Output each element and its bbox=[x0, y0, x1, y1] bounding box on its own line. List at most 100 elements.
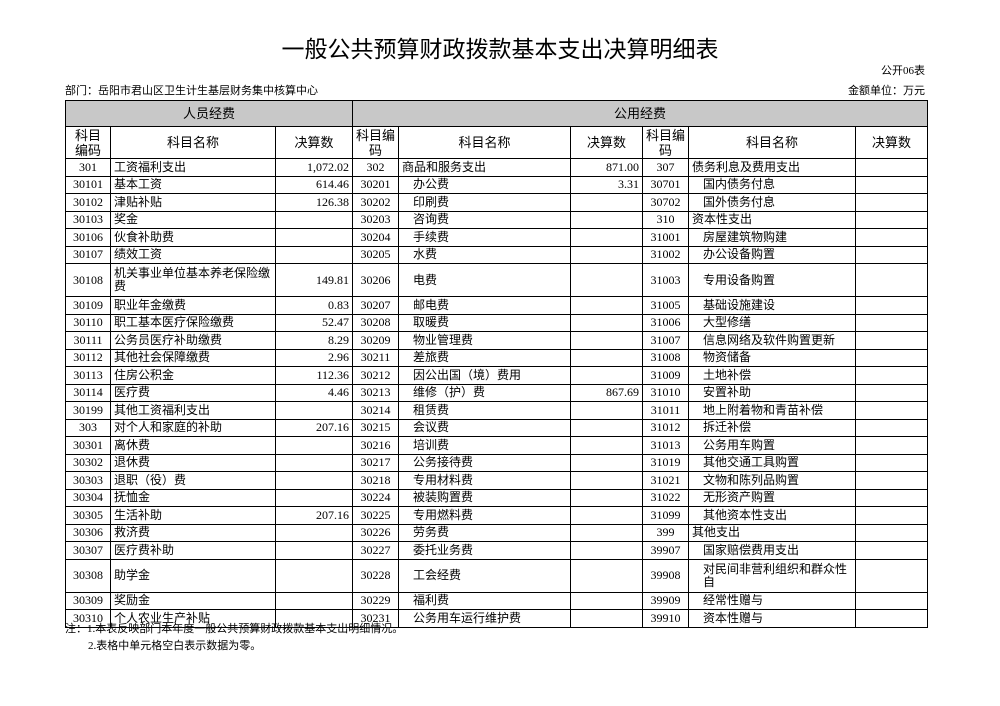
amount bbox=[855, 609, 928, 628]
code: 30208 bbox=[352, 313, 399, 332]
group-header: 公用经费 bbox=[352, 100, 928, 127]
row: 30310 个人农业生产补贴 30231 公务用车运行维护费 39910 资本性赠与 bbox=[65, 609, 928, 628]
name: 会议费 bbox=[398, 418, 571, 437]
code: 30103 bbox=[65, 210, 111, 229]
name: 其他社会保障缴费 bbox=[110, 348, 276, 367]
name: 绩效工资 bbox=[110, 245, 276, 264]
code: 31008 bbox=[642, 348, 689, 367]
code: 399 bbox=[642, 523, 689, 542]
name: 劳务费 bbox=[398, 523, 571, 542]
amount bbox=[855, 366, 928, 385]
row: 30304 抚恤金 30224 被装购置费 31022 无形资产购置 bbox=[65, 488, 928, 507]
name: 对民间非营利组织和群众性自 bbox=[688, 558, 856, 593]
code: 39907 bbox=[642, 541, 689, 560]
name: 其他交通工具购置 bbox=[688, 453, 856, 472]
code: 30212 bbox=[352, 366, 399, 385]
name: 资本性赠与 bbox=[688, 609, 856, 628]
code: 30101 bbox=[65, 175, 111, 194]
name: 其他支出 bbox=[688, 523, 856, 542]
amount bbox=[570, 313, 643, 332]
code: 30306 bbox=[65, 523, 111, 542]
name: 专用材料费 bbox=[398, 471, 571, 490]
name: 信息网络及软件购置更新 bbox=[688, 331, 856, 350]
amount: 867.69 bbox=[570, 383, 643, 402]
amount bbox=[570, 331, 643, 350]
name: 咨询费 bbox=[398, 210, 571, 229]
row: 30103 奖金 30203 咨询费 310 资本性支出 bbox=[65, 210, 928, 229]
amount bbox=[855, 313, 928, 332]
code: 30307 bbox=[65, 541, 111, 560]
name: 拆迁补偿 bbox=[688, 418, 856, 437]
amount bbox=[855, 263, 928, 297]
code: 310 bbox=[642, 210, 689, 229]
code: 31002 bbox=[642, 245, 689, 264]
amount bbox=[570, 558, 643, 593]
amount bbox=[570, 296, 643, 315]
name: 物业管理费 bbox=[398, 331, 571, 350]
code: 31005 bbox=[642, 296, 689, 315]
amount bbox=[570, 193, 643, 212]
name: 国外债务付息 bbox=[688, 193, 856, 212]
amount: 614.46 bbox=[275, 175, 353, 194]
code: 30108 bbox=[65, 263, 111, 297]
row: 30102 津贴补贴 126.38 30202 印刷费 30702 国外债务付息 bbox=[65, 193, 928, 212]
amount bbox=[275, 523, 353, 542]
name: 公务用车运行维护费 bbox=[398, 609, 571, 628]
row: 30305 生活补助 207.16 30225 专用燃料费 31099 其他资本性支出 bbox=[65, 506, 928, 525]
note: 2.表格中单元格空白表示数据为零。 bbox=[88, 640, 262, 652]
amount bbox=[855, 296, 928, 315]
amount bbox=[855, 210, 928, 229]
code: 30218 bbox=[352, 471, 399, 490]
name: 商品和服务支出 bbox=[398, 158, 571, 177]
code: 30308 bbox=[65, 558, 111, 593]
name: 文物和陈列品购置 bbox=[688, 471, 856, 490]
name: 因公出国（境）费用 bbox=[398, 366, 571, 385]
name: 印刷费 bbox=[398, 193, 571, 212]
name: 差旅费 bbox=[398, 348, 571, 367]
amount bbox=[275, 488, 353, 507]
name: 机关事业单位基本养老保险缴费 bbox=[110, 263, 276, 297]
amount bbox=[275, 558, 353, 593]
name: 水费 bbox=[398, 245, 571, 264]
amount: 1,072.02 bbox=[275, 158, 353, 177]
amount bbox=[275, 436, 353, 455]
column-header: 科目编码 bbox=[65, 126, 111, 159]
name: 医疗费 bbox=[110, 383, 276, 402]
amount bbox=[855, 523, 928, 542]
amount: 207.16 bbox=[275, 418, 353, 437]
row: 30113 住房公积金 112.36 30212 因公出国（境）费用 31009 土地补偿 bbox=[65, 366, 928, 385]
code: 31022 bbox=[642, 488, 689, 507]
name: 大型修缮 bbox=[688, 313, 856, 332]
code: 30309 bbox=[65, 591, 111, 610]
amount bbox=[855, 541, 928, 560]
column-header: 决算数 bbox=[275, 126, 353, 159]
amount bbox=[570, 506, 643, 525]
code: 30113 bbox=[65, 366, 111, 385]
amount bbox=[855, 506, 928, 525]
column-header: 科目名称 bbox=[110, 126, 276, 159]
code: 31001 bbox=[642, 228, 689, 247]
code: 31006 bbox=[642, 313, 689, 332]
code: 30114 bbox=[65, 383, 111, 402]
amount bbox=[570, 541, 643, 560]
name: 办公费 bbox=[398, 175, 571, 194]
name: 住房公积金 bbox=[110, 366, 276, 385]
code: 31099 bbox=[642, 506, 689, 525]
code: 30228 bbox=[352, 558, 399, 593]
amount bbox=[855, 228, 928, 247]
amount bbox=[570, 609, 643, 628]
row: 30108 机关事业单位基本养老保险缴费 149.81 30206 电费 31003 专用设… bbox=[65, 263, 928, 297]
name: 办公设备购置 bbox=[688, 245, 856, 264]
code: 30302 bbox=[65, 453, 111, 472]
amount bbox=[275, 210, 353, 229]
form-number: 公开06表 bbox=[881, 65, 925, 77]
code: 303 bbox=[65, 418, 111, 437]
code: 30214 bbox=[352, 401, 399, 420]
name: 物资储备 bbox=[688, 348, 856, 367]
name: 工资福利支出 bbox=[110, 158, 276, 177]
code: 30701 bbox=[642, 175, 689, 194]
amount bbox=[855, 348, 928, 367]
name: 房屋建筑物购建 bbox=[688, 228, 856, 247]
name: 福利费 bbox=[398, 591, 571, 610]
row: 30303 退职（役）费 30218 专用材料费 31021 文物和陈列品购置 bbox=[65, 471, 928, 490]
